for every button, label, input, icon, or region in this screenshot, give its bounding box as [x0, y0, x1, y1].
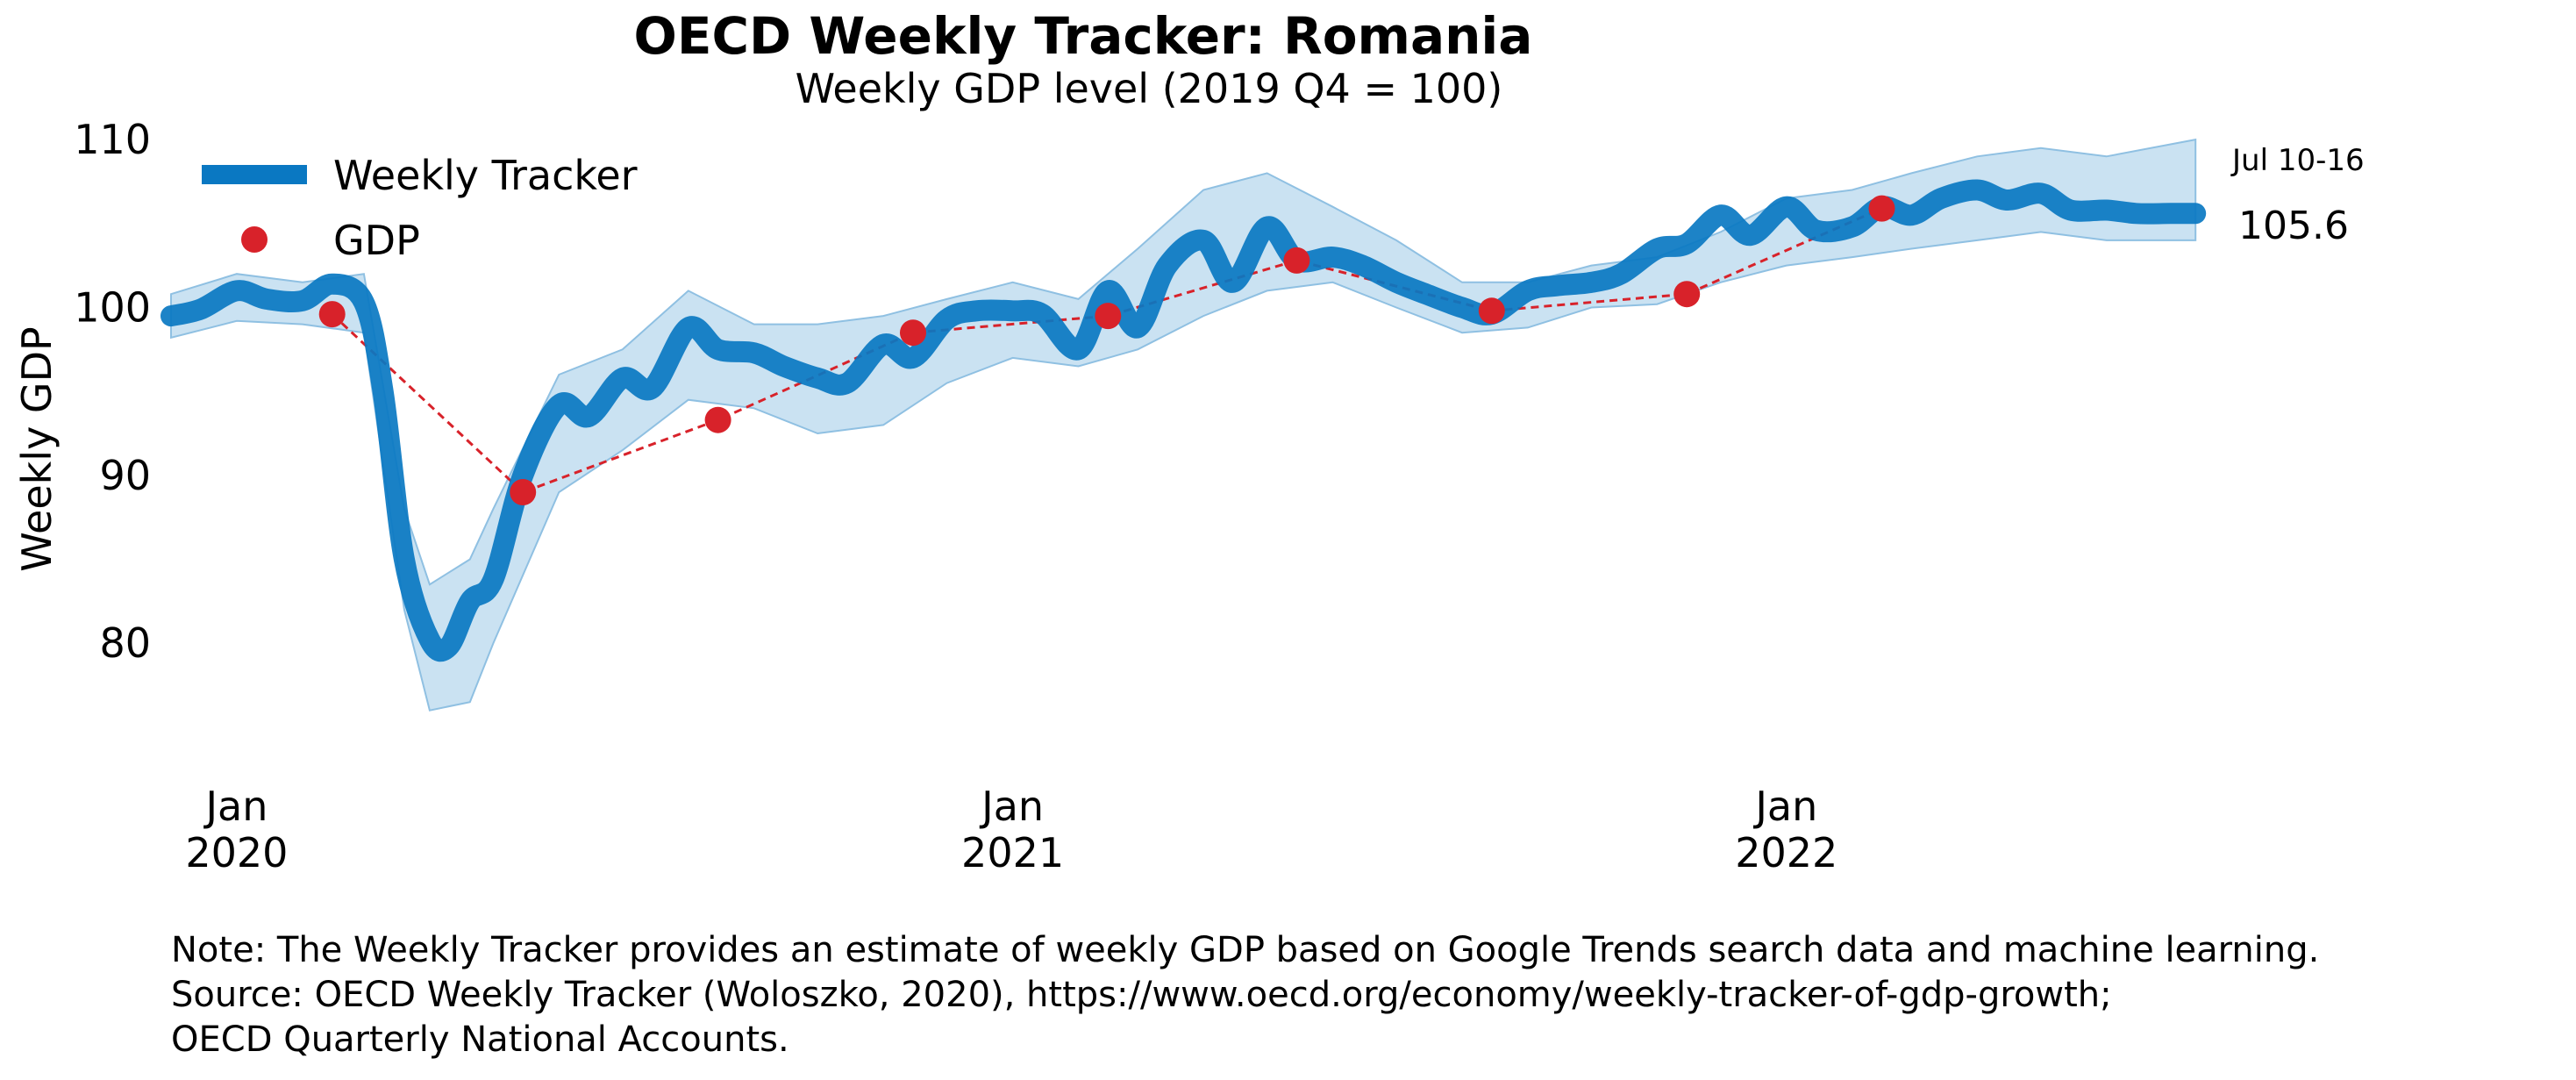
chart: OECD Weekly Tracker: Romania Weekly GDP …	[13, 6, 2365, 876]
x-tick-label-year: 2021	[961, 829, 1064, 876]
confidence-band	[170, 138, 2197, 712]
band-area	[170, 138, 2197, 712]
chart-notes: Note: The Weekly Tracker provides an est…	[171, 928, 2319, 1062]
gdp-point	[318, 301, 346, 328]
legend-gdp-label: GDP	[333, 217, 420, 264]
tracker-path	[161, 179, 2207, 662]
x-tick-label-year: 2022	[1735, 829, 1837, 876]
legend-gdp-swatch	[241, 226, 268, 253]
weekly-tracker-line	[161, 179, 2207, 662]
source-line-continued: OECD Quarterly National Accounts.	[171, 1019, 789, 1060]
gdp-point	[1868, 195, 1895, 222]
gdp-point	[1478, 297, 1505, 325]
gdp-dashed-line	[331, 207, 1883, 494]
note-line: Note: The Weekly Tracker provides an est…	[171, 930, 2320, 970]
legend-tracker-label: Weekly Tracker	[333, 152, 638, 199]
x-tick-label-month: Jan	[979, 783, 1044, 830]
y-tick-label: 100	[74, 284, 151, 332]
end-label-date: Jul 10-16	[2230, 143, 2365, 178]
y-tick-label: 110	[74, 116, 151, 163]
gdp-point	[704, 406, 731, 433]
y-tick-label: 90	[99, 452, 151, 499]
end-label-value: 105.6	[2238, 204, 2349, 248]
gdp-point	[1095, 303, 1122, 330]
chart-subtitle: Weekly GDP level (2019 Q4 = 100)	[796, 65, 1503, 112]
x-tick-label-year: 2020	[185, 829, 288, 876]
legend: Weekly Tracker GDP	[202, 152, 638, 264]
y-tick-label: 80	[99, 619, 151, 667]
x-tick-label-month: Jan	[1752, 783, 1817, 830]
gdp-point	[1673, 281, 1701, 308]
gdp-point	[1283, 247, 1310, 274]
chart-title: OECD Weekly Tracker: Romania	[634, 6, 1533, 66]
y-axis-label: Weekly GDP	[13, 326, 61, 571]
gdp-point	[900, 319, 926, 347]
gdp-connector-line	[331, 207, 1883, 494]
y-ticks: 80 90 100 110	[74, 116, 151, 667]
gdp-point	[510, 479, 537, 505]
source-line: Source: OECD Weekly Tracker (Woloszko, 2…	[171, 975, 2112, 1015]
x-tick-label-month: Jan	[203, 783, 268, 830]
gdp-points	[318, 195, 1895, 505]
